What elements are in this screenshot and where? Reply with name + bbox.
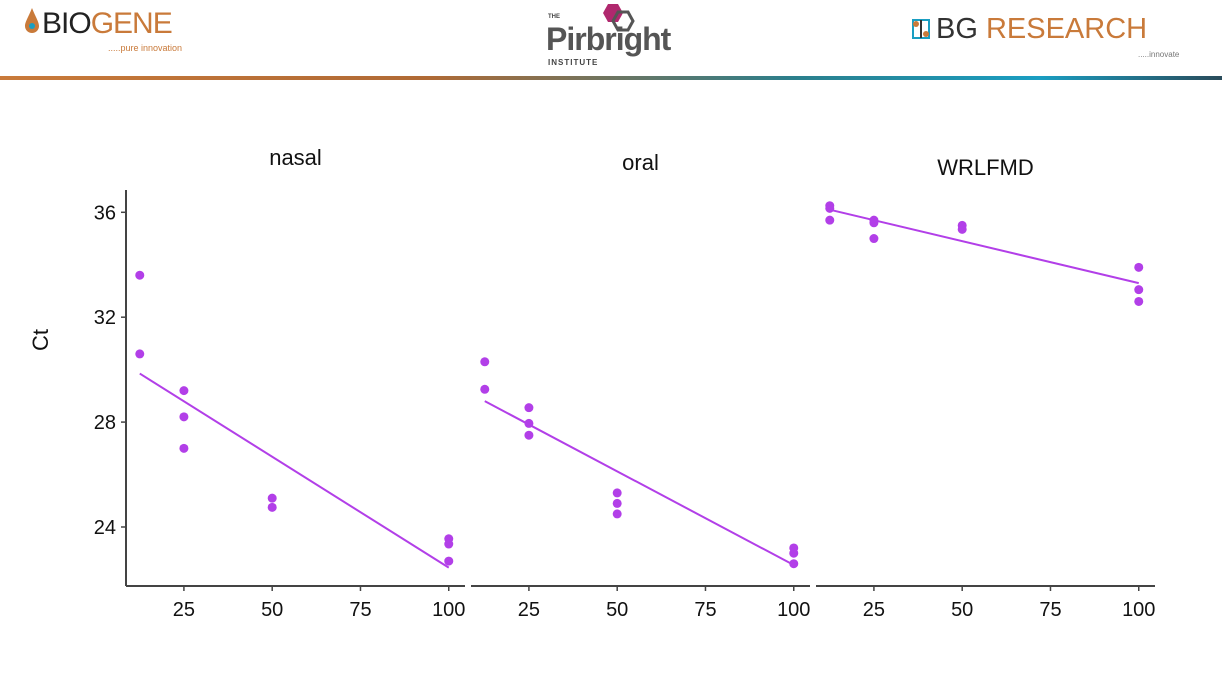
logo-text: BIO [42,7,92,40]
x-tick-label: 25 [173,599,195,621]
regression-line [139,372,450,569]
pirbright-logo: THE Pirbright INSTITUTE [546,2,686,74]
panel-title: oral [622,150,659,175]
data-point [524,418,534,428]
regression-line [829,208,1139,285]
header-divider [0,76,1222,80]
data-point [869,218,879,228]
x-tick-label: 50 [261,599,283,621]
circuit-icon [912,19,930,39]
data-point [524,430,534,440]
logo-text: INSTITUTE [548,58,599,67]
logo-text: BG [936,13,978,45]
x-tick-label: 25 [863,599,885,621]
x-tick-label: 75 [694,599,716,621]
data-point [1134,296,1144,306]
data-point [179,443,189,453]
biogene-logo: BIOGENE .....pure innovation [22,8,222,68]
regression-line [484,400,795,566]
logo-tagline: .....innovate [1138,50,1180,59]
x-tick-label: 75 [349,599,371,621]
data-point [869,234,879,244]
panel-title: nasal [269,145,322,170]
x-tick-label: 100 [1122,599,1155,621]
logo-text: RESEARCH [977,13,1148,45]
logo-tagline: .....pure innovation [108,43,183,53]
data-point [825,215,835,225]
x-tick-label: 100 [777,599,810,621]
data-point [789,559,799,569]
y-tick-label: 32 [94,307,116,329]
bg-research-logo: BG RESEARCH .....innovate [910,14,1210,70]
y-tick-label: 24 [94,517,116,539]
y-tick-label: 28 [94,412,116,434]
data-point [612,498,622,508]
panel-title: WRLFMD [937,155,1034,180]
data-point [825,203,835,213]
data-point [179,412,189,422]
data-point [480,357,490,367]
data-point [1134,262,1144,272]
x-tick-label: 50 [951,599,973,621]
droplet-icon [25,8,39,33]
data-point [267,493,277,503]
x-tick-label: 25 [518,599,540,621]
data-point [444,539,454,549]
x-tick-label: 50 [606,599,628,621]
data-point [957,224,967,234]
data-point [612,509,622,519]
x-tick-label: 100 [432,599,465,621]
data-point [444,556,454,566]
data-point [135,349,145,359]
data-point [480,384,490,394]
logo-text: Pirbright [546,21,671,57]
x-tick-label: 75 [1039,599,1061,621]
data-point [179,386,189,396]
data-point [135,270,145,280]
data-point [1134,285,1144,295]
logo-text: THE [548,14,560,20]
y-tick-label: 36 [94,202,116,224]
logo-text: GENE [90,7,173,40]
data-point [524,403,534,413]
data-point [267,502,277,512]
data-point [612,488,622,498]
data-point [789,548,799,558]
y-axis-label: Ct [28,329,53,351]
hexagon-icon [603,4,635,32]
